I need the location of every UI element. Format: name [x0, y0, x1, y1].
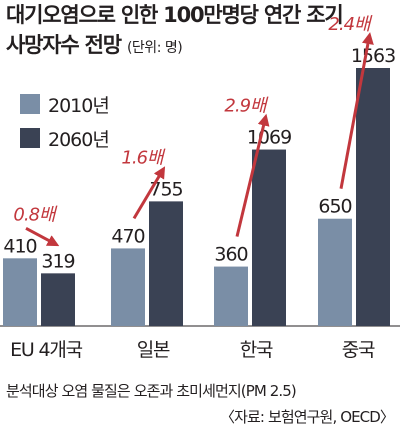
- ratio-arrow-0: [25, 227, 60, 247]
- legend-item-2010: 2010년: [20, 92, 110, 117]
- chart-title-line2: 사망자수 전망 (단위: 명): [6, 32, 183, 61]
- bar-2010-2: [214, 266, 248, 326]
- data-label-2010-2: 360: [214, 244, 247, 266]
- chart-title-line2-text: 사망자수 전망: [6, 33, 122, 57]
- legend-swatch-2060: [20, 128, 40, 148]
- category-label-2: 한국: [240, 339, 273, 361]
- unit-label: (단위: 명): [126, 40, 183, 56]
- bar-2060-3: [356, 68, 390, 326]
- bar-2010-0: [3, 258, 37, 326]
- ratio-label-1: 1.6배: [121, 147, 166, 168]
- bar-2060-2: [252, 149, 286, 326]
- bar-2010-3: [318, 218, 352, 326]
- legend-swatch-2010: [20, 94, 40, 114]
- category-label-3: 중국: [342, 339, 375, 361]
- data-label-2060-0: 319: [41, 250, 74, 272]
- ratio-arrow-3: [339, 32, 374, 189]
- category-label-1: 일본: [137, 339, 170, 361]
- legend: 2010년 2060년: [20, 92, 110, 160]
- ratio-label-3: 2.4배: [328, 14, 373, 35]
- data-label-2060-3: 1563: [351, 45, 395, 67]
- bar-2060-0: [41, 273, 75, 326]
- legend-item-2060: 2060년: [20, 126, 110, 151]
- legend-label-2010: 2010년: [48, 94, 110, 117]
- category-label-0: EU 4개국: [10, 339, 83, 361]
- ratio-label-0: 0.8배: [13, 204, 58, 225]
- data-label-2010-3: 650: [318, 196, 351, 218]
- bar-2060-1: [149, 201, 183, 326]
- ratio-arrow-2: [235, 113, 270, 237]
- legend-label-2060: 2060년: [48, 128, 110, 151]
- data-label-2060-2: 1069: [247, 127, 291, 149]
- data-label-2060-1: 755: [149, 178, 182, 200]
- bar-2010-1: [111, 248, 145, 326]
- data-label-2010-0: 410: [3, 235, 36, 257]
- source-note: 〈자료: 보험연구원, OECD〉: [220, 408, 395, 426]
- ratio-arrow-1: [132, 166, 166, 220]
- ratio-label-2: 2.9배: [224, 96, 269, 117]
- footnote: 분석대상 오염 물질은 오존과 초미세먼지(PM 2.5): [6, 382, 297, 400]
- data-label-2010-1: 470: [111, 225, 144, 247]
- chart-title: 대기오염으로 인한 100만명당 연간 조기: [6, 3, 344, 27]
